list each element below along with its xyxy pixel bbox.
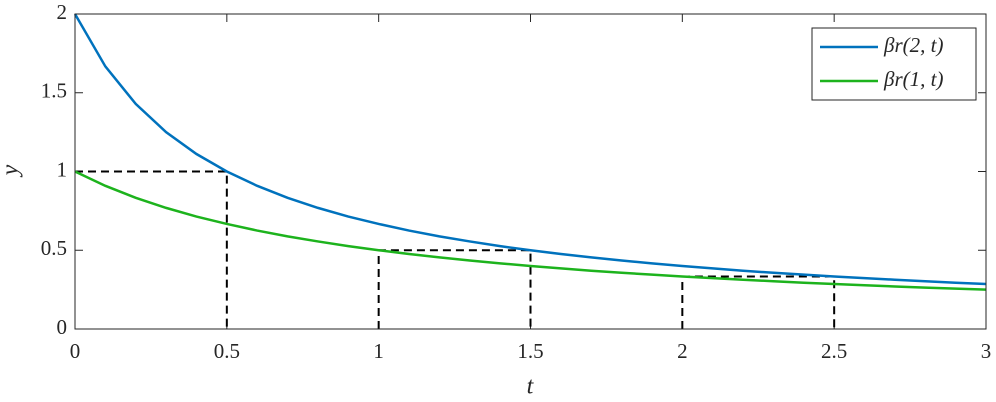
y-tick-label: 1 <box>57 157 68 181</box>
legend-box <box>811 27 977 101</box>
legend-label: βr(2, t) <box>883 33 943 57</box>
x-tick-label: 1 <box>373 339 384 363</box>
y-axis-label: y <box>0 164 24 177</box>
dashed-guide <box>75 170 228 329</box>
x-tick-label: 1.5 <box>517 339 543 363</box>
line-series <box>73 13 987 286</box>
x-tick-label: 0.5 <box>214 339 240 363</box>
x-tick-label: 3 <box>981 339 992 363</box>
line-series <box>74 170 987 291</box>
x-axis-label: t <box>527 374 535 400</box>
legend-label: βr(1, t) <box>883 67 943 91</box>
x-tick-label: 2 <box>677 339 688 363</box>
y-tick-label: 1.5 <box>41 79 67 103</box>
y-tick-label: 0 <box>57 315 68 339</box>
plot-frame <box>74 13 987 330</box>
y-tick-label: 0.5 <box>41 236 67 260</box>
dashed-guide <box>377 249 532 329</box>
x-tick-label: 2.5 <box>821 339 847 363</box>
y-tick-label: 2 <box>57 0 68 24</box>
dashed-guide <box>681 275 836 329</box>
x-tick-label: 0 <box>70 339 81 363</box>
